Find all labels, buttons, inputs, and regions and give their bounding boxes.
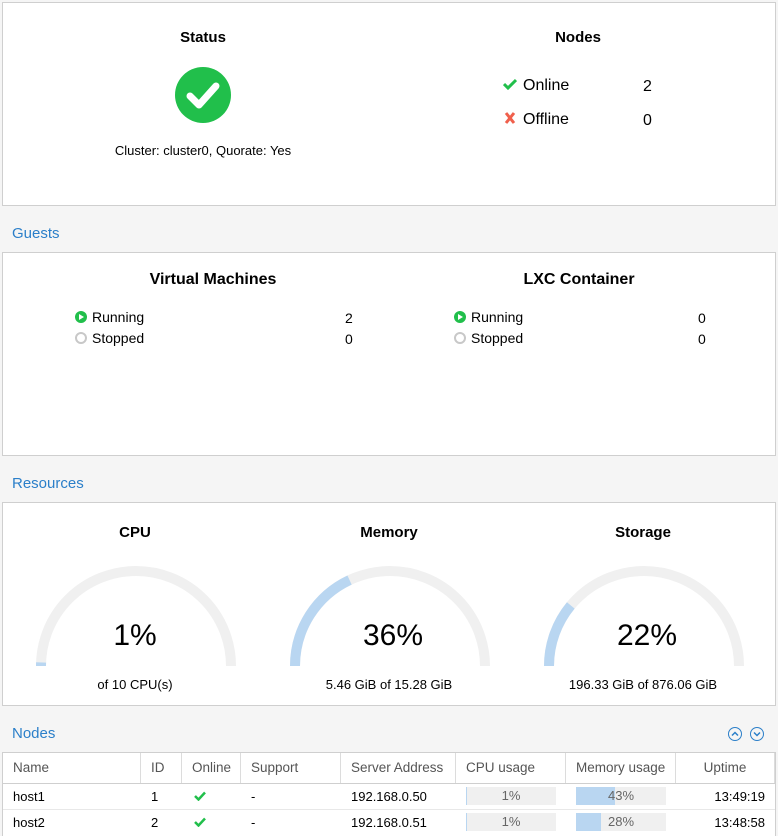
nodes-grid-header: Nodes xyxy=(2,716,776,752)
storage-gauge-fill xyxy=(544,602,575,667)
storage-gauge-value: 22% xyxy=(616,619,678,652)
storage-gauge-subtext: 196.33 GiB of 876.06 GiB xyxy=(568,677,718,692)
vm-running-count: 2 xyxy=(345,310,353,326)
node-name: host2 xyxy=(13,815,45,830)
stopped-icon xyxy=(75,332,87,344)
nodes-grid: Name ID Online Support Server Address CP… xyxy=(2,752,776,836)
node-uptime: 13:48:58 xyxy=(714,815,765,830)
status-ok-icon xyxy=(175,67,231,123)
cpu-gauge-title: CPU xyxy=(119,524,151,541)
lxc-stopped-label: Stopped xyxy=(471,330,524,346)
online-check-icon xyxy=(182,784,241,809)
column-header-uptime[interactable]: Uptime xyxy=(676,753,775,783)
node-id: 2 xyxy=(151,815,159,830)
cpu-usage-text: 1% xyxy=(501,814,521,829)
node-id: 1 xyxy=(151,789,159,804)
memory-usage-fill xyxy=(576,813,602,831)
vm-stopped-label: Stopped xyxy=(92,330,145,346)
column-header-server-address[interactable]: Server Address xyxy=(341,753,456,783)
node-support: - xyxy=(251,815,256,830)
cpu-gauge xyxy=(36,566,236,667)
memory-gauge-title: Memory xyxy=(360,524,418,541)
vm-running-row: Running xyxy=(75,309,144,325)
node-server-address: 192.168.0.51 xyxy=(351,815,427,830)
column-header-cpu-usage[interactable]: CPU usage xyxy=(456,753,566,783)
lxc-running-count: 0 xyxy=(698,310,706,326)
lxc-running-label: Running xyxy=(471,309,524,325)
close-icon xyxy=(503,111,517,129)
vm-stopped-row: Stopped xyxy=(75,330,144,346)
cpu-usage-bar: 1% xyxy=(466,787,556,805)
cpu-gauge-track xyxy=(36,566,236,667)
check-icon xyxy=(502,77,518,95)
cpu-gauge-value: 1% xyxy=(113,619,157,652)
cpu-usage-text: 1% xyxy=(501,788,521,803)
cpu-gauge-subtext: of 10 CPU(s) xyxy=(97,677,173,692)
cpu-usage-fill xyxy=(466,813,467,831)
table-row[interactable]: host1 1 - 192.168.0.50 1% 43% 13:49:19 xyxy=(3,784,775,810)
status-panel: Status Cluster: cluster0, Quorate: Yes N… xyxy=(2,2,776,206)
node-uptime: 13:49:19 xyxy=(714,789,765,804)
memory-usage-fill xyxy=(576,787,615,805)
expand-down-icon[interactable] xyxy=(750,727,764,741)
memory-usage-bar: 43% xyxy=(576,787,666,805)
resources-panel: CPU 1% of 10 CPU(s) Memory 36% 5.46 GiB … xyxy=(2,502,776,706)
column-header-support[interactable]: Support xyxy=(241,753,341,783)
node-support: - xyxy=(251,789,256,804)
running-icon xyxy=(75,311,87,323)
table-row[interactable]: host2 2 - 192.168.0.51 1% 28% 13:48:58 xyxy=(3,810,775,835)
vm-running-label: Running xyxy=(92,309,145,325)
cpu-usage-bar: 1% xyxy=(466,813,556,831)
node-server-address: 192.168.0.50 xyxy=(351,789,427,804)
column-header-name[interactable]: Name xyxy=(3,753,141,783)
memory-gauge xyxy=(290,566,490,667)
memory-usage-bar: 28% xyxy=(576,813,666,831)
lxc-stopped-row: Stopped xyxy=(454,330,523,346)
memory-gauge-fill xyxy=(290,575,352,667)
online-count: 2 xyxy=(643,78,652,95)
lxc-stopped-count: 0 xyxy=(698,331,706,347)
cpu-usage-fill xyxy=(466,787,467,805)
guests-panel: Virtual Machines Running 2 Stopped 0 LXC… xyxy=(2,252,776,456)
nodes-offline-row: Offline xyxy=(503,111,569,129)
column-header-memory-usage[interactable]: Memory usage xyxy=(566,753,676,783)
column-header-id[interactable]: ID xyxy=(141,753,182,783)
nodes-summary-title: Nodes xyxy=(555,29,601,46)
lxc-title: LXC Container xyxy=(523,271,635,288)
online-check-icon xyxy=(182,810,241,835)
memory-gauge-subtext: 5.46 GiB of 15.28 GiB xyxy=(325,677,453,692)
running-icon xyxy=(454,311,466,323)
guests-header: Guests xyxy=(2,216,776,252)
storage-gauge xyxy=(544,566,744,667)
offline-count: 0 xyxy=(643,112,652,129)
storage-gauge-title: Storage xyxy=(615,524,671,541)
lxc-running-row: Running xyxy=(454,309,523,325)
nodes-online-row: Online xyxy=(502,77,570,95)
online-label: Online xyxy=(523,77,570,94)
cluster-status-text: Cluster: cluster0, Quorate: Yes xyxy=(114,143,292,158)
grid-header-row: Name ID Online Support Server Address CP… xyxy=(3,753,775,784)
offline-label: Offline xyxy=(523,111,569,128)
memory-usage-text: 43% xyxy=(607,788,635,803)
column-header-online[interactable]: Online xyxy=(182,753,241,783)
vm-stopped-count: 0 xyxy=(345,331,353,347)
vm-title: Virtual Machines xyxy=(149,271,277,288)
nodes-grid-title: Nodes xyxy=(12,725,56,742)
collapse-up-icon[interactable] xyxy=(728,727,742,741)
node-name: host1 xyxy=(13,789,45,804)
status-title: Status xyxy=(180,29,226,46)
stopped-icon xyxy=(454,332,466,344)
resources-header: Resources xyxy=(2,466,776,502)
memory-usage-text: 28% xyxy=(607,814,635,829)
memory-gauge-value: 36% xyxy=(362,619,424,652)
